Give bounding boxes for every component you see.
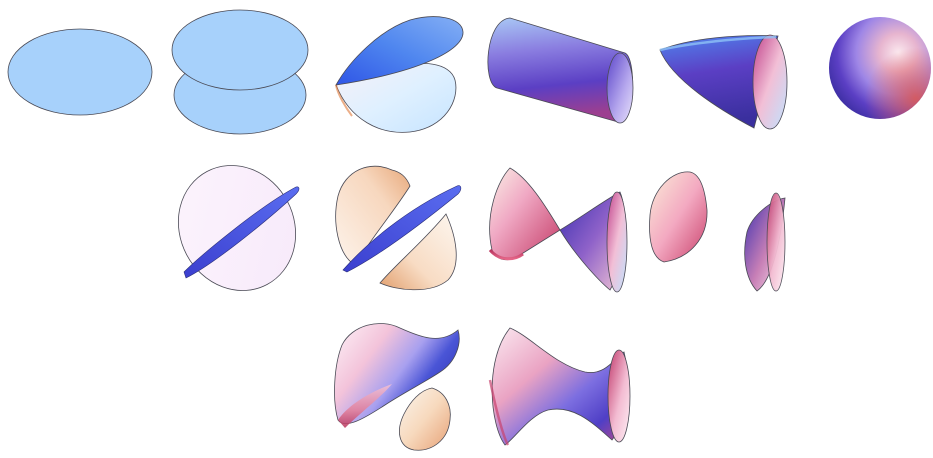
double-cone-surface (488, 167, 628, 293)
intersecting-planes-surface (335, 16, 464, 133)
single-plane-surface (7, 28, 153, 116)
sphere-surface (829, 17, 931, 119)
cylinder-surface (487, 17, 634, 124)
two-sheet-slices-surface (335, 165, 462, 291)
hyperbolic-paraboloid-surface (334, 323, 460, 451)
parallel-planes-surface (171, 9, 309, 135)
one-sheet-hyperboloid-surface (488, 327, 631, 446)
cone-surface (659, 34, 788, 130)
two-sheet-hyperboloid-surface (649, 171, 786, 292)
ellipse-with-line-surface (177, 165, 300, 291)
